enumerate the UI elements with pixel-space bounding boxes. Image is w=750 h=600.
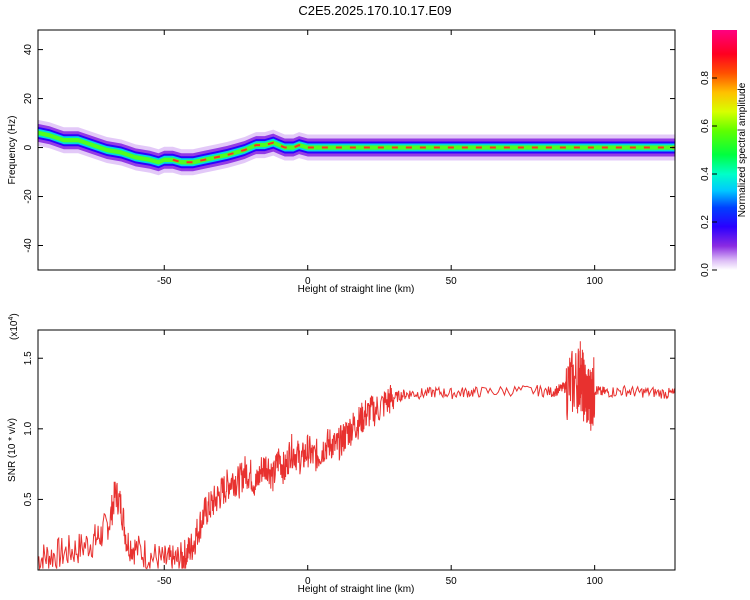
snr-ticks: -50 0 50 100 0.5 1.0 1.5 bbox=[23, 330, 675, 587]
y-tick-label: 0.5 bbox=[23, 492, 34, 506]
y-tick-label: 40 bbox=[23, 44, 34, 56]
colorbar-tick-label: 0.4 bbox=[700, 167, 711, 181]
colorbar-tick-label: 0.8 bbox=[700, 71, 711, 85]
colorbar-tick-label: 0.6 bbox=[700, 119, 711, 133]
y-tick-label: 20 bbox=[23, 93, 34, 105]
figure-title: C2E5.2025.170.10.17.E09 bbox=[298, 3, 451, 18]
colorbar-label: Normalized spectral amplitude bbox=[737, 82, 748, 217]
x-tick-label: 0 bbox=[305, 576, 311, 587]
colorbar-tick-label: 0.2 bbox=[700, 215, 711, 229]
spectrogram-x-axis-label: Height of straight line (km) bbox=[298, 284, 415, 295]
x-tick-label: 50 bbox=[446, 576, 458, 587]
colorbar-gradient bbox=[712, 30, 737, 270]
y-tick-label: -40 bbox=[23, 238, 34, 253]
heatmap-band-high bbox=[38, 130, 675, 165]
snr-multiplier-label: (x104) bbox=[8, 313, 20, 340]
y-tick-label: -20 bbox=[23, 189, 34, 204]
spectrogram-frame bbox=[37, 29, 676, 271]
y-tick-label: 1.5 bbox=[23, 351, 34, 365]
snr-x-axis-label: Height of straight line (km) bbox=[298, 584, 415, 595]
colorbar: 0.0 0.2 0.4 0.6 0.8 Normalized spectral ampl… bbox=[700, 30, 748, 277]
colorbar-ticks: 0.0 0.2 0.4 0.6 0.8 bbox=[700, 71, 717, 277]
x-tick-label: -50 bbox=[157, 276, 172, 287]
spectrogram-ticks: -50 0 50 100 -40 -20 0 20 40 bbox=[23, 30, 675, 287]
x-tick-label: 100 bbox=[586, 576, 603, 587]
x-tick-label: 100 bbox=[586, 276, 603, 287]
y-tick-label: 1.0 bbox=[23, 421, 34, 435]
x-tick-label: 50 bbox=[446, 276, 458, 287]
spectrogram-heatmap bbox=[38, 119, 675, 176]
snr-frame bbox=[37, 329, 676, 571]
spectrogram-panel: -50 0 50 100 -40 -20 0 20 40 Height of straight … bbox=[7, 29, 676, 295]
colorbar-tick-label: 0.0 bbox=[700, 263, 711, 277]
snr-y-axis-label: SNR (10 * v/v) bbox=[7, 418, 18, 482]
snr-series-line bbox=[38, 341, 675, 570]
x-tick-label: -50 bbox=[157, 576, 172, 587]
heatmap-peak-ridge bbox=[172, 141, 675, 164]
y-tick-label: 0 bbox=[23, 144, 34, 150]
spectrogram-y-axis-label: Frequency (Hz) bbox=[7, 116, 18, 185]
snr-panel: -50 0 50 100 0.5 1.0 1.5 Height of straight li… bbox=[7, 313, 676, 595]
x-tick-label: 0 bbox=[305, 276, 311, 287]
